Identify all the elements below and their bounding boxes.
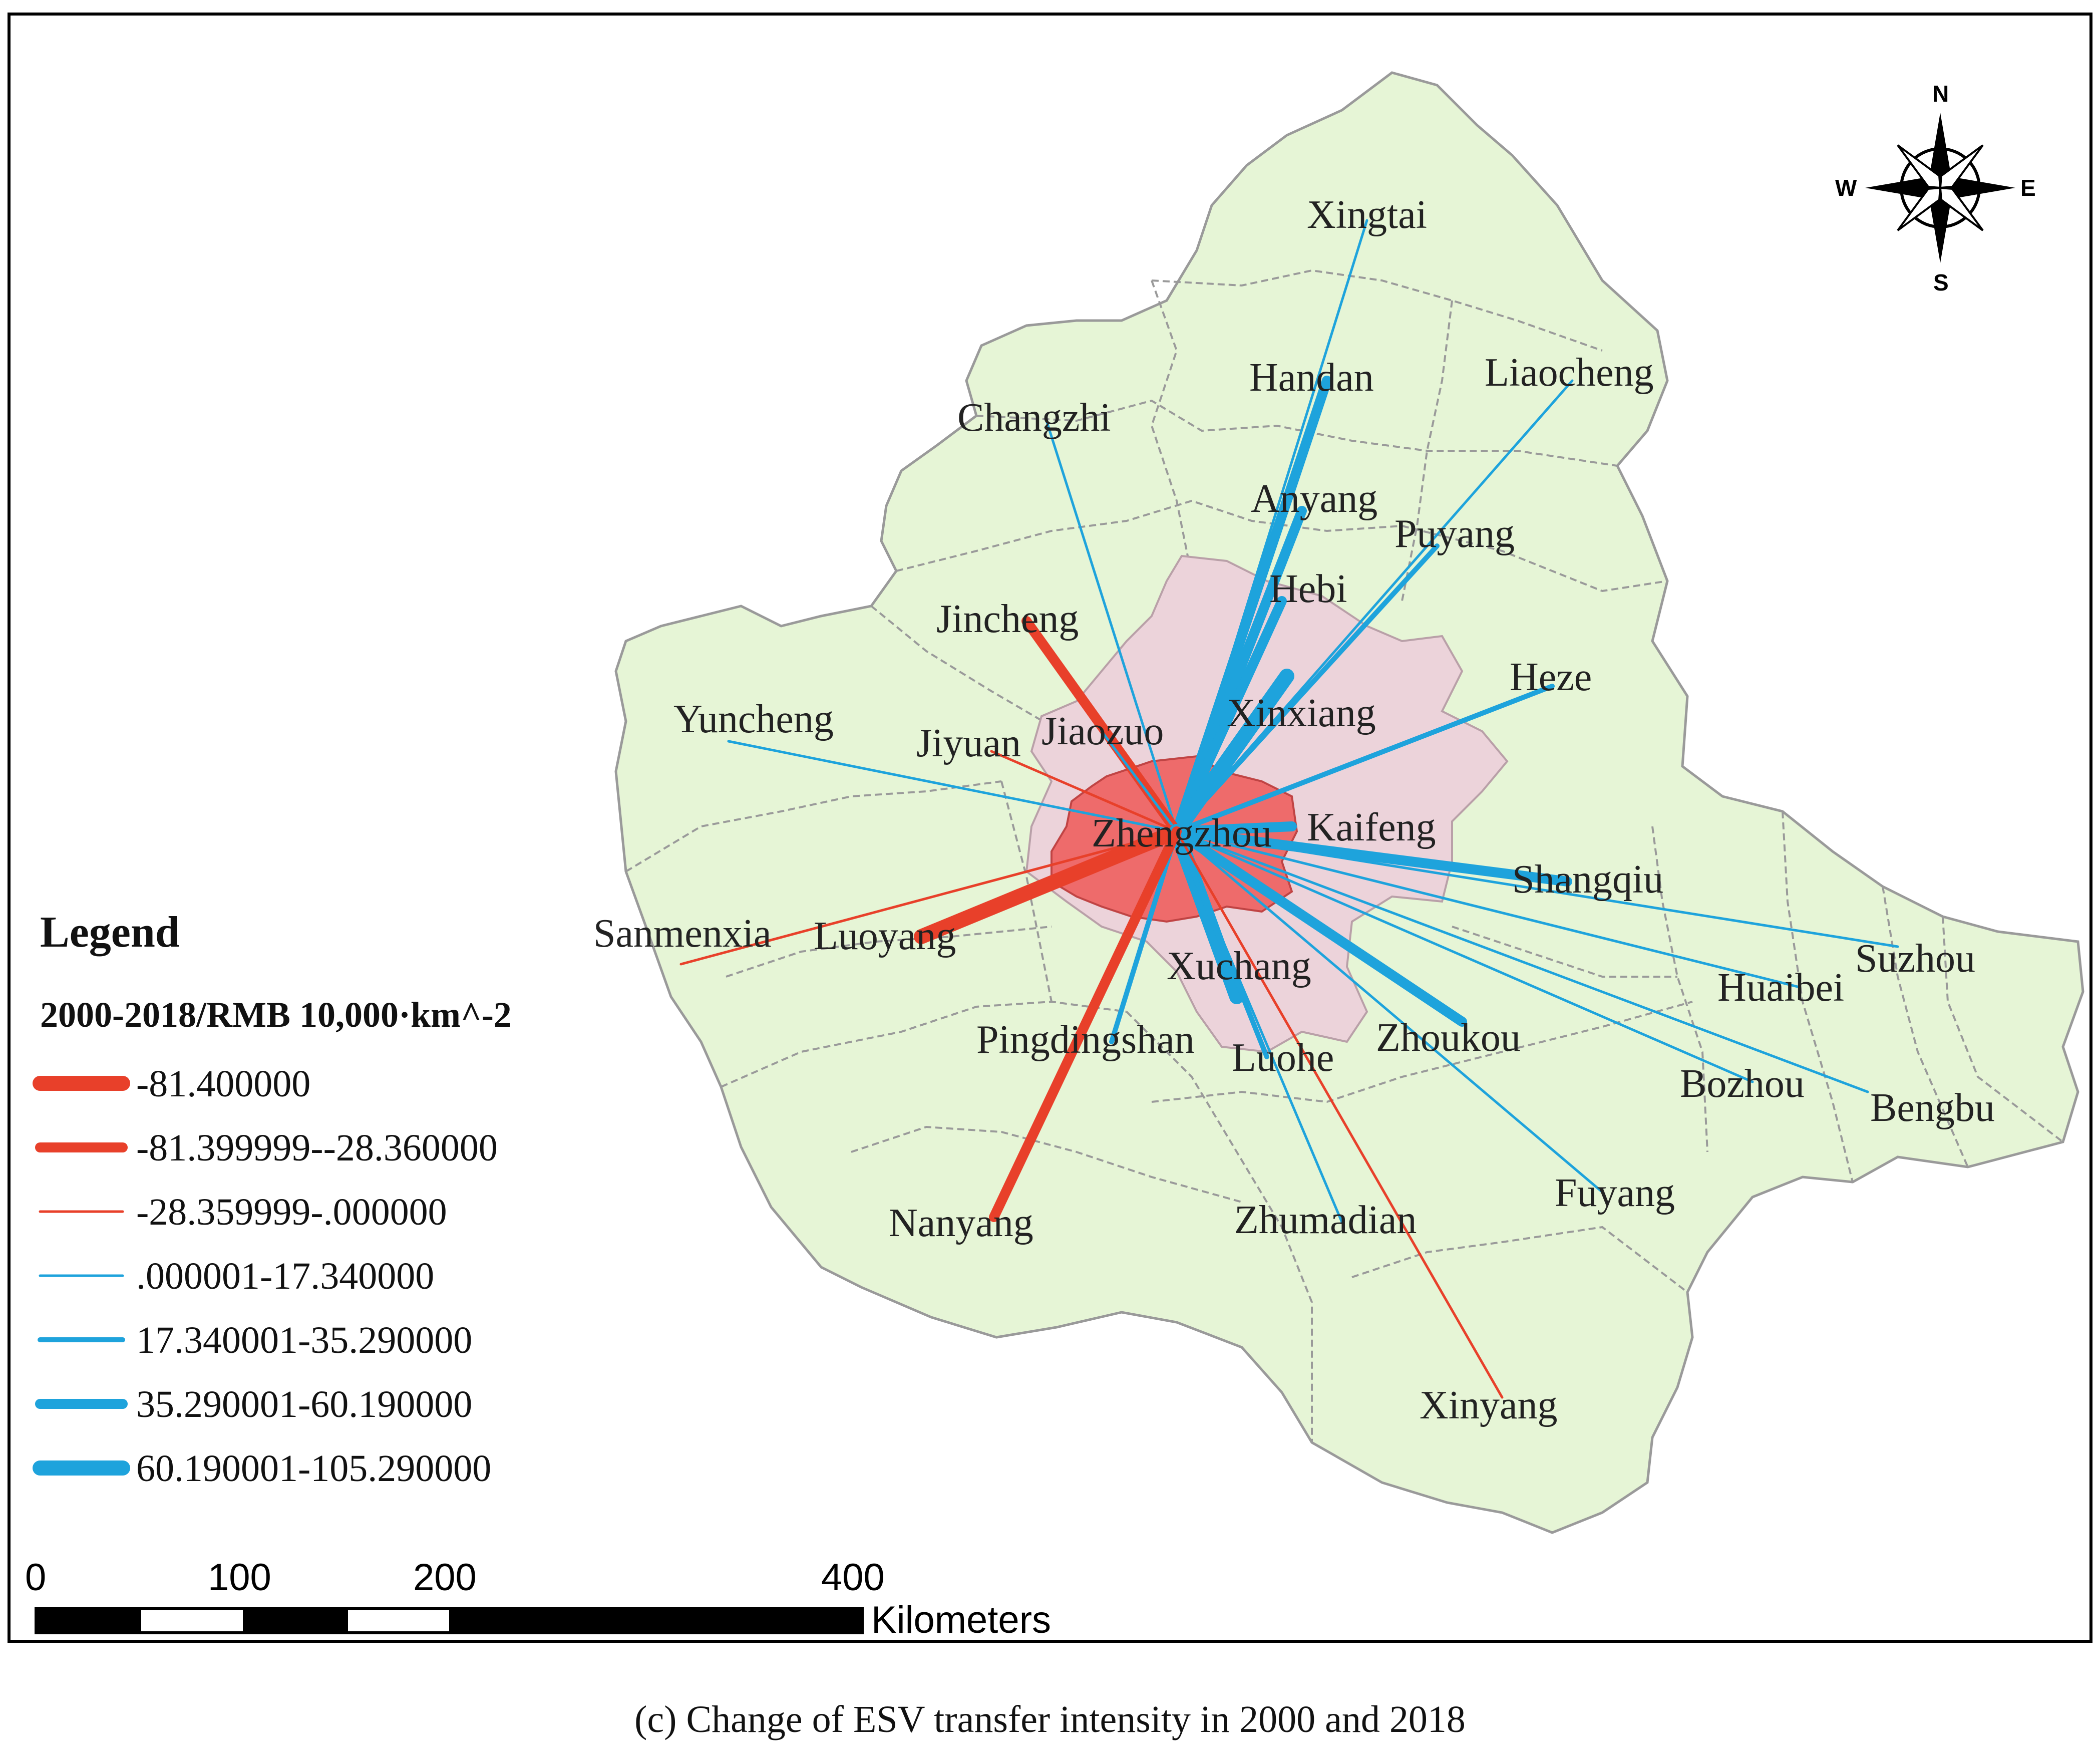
city-label-nanyang: Nanyang [889, 1201, 1033, 1245]
compass-needle-south [1929, 188, 1951, 263]
legend-label-4: 17.340001-35.290000 [136, 1319, 472, 1361]
legend-label-0: -81.400000 [136, 1063, 310, 1105]
compass-needle-north [1929, 113, 1951, 188]
city-label-heze: Heze [1510, 655, 1592, 699]
legend-label-2: -28.359999-.000000 [136, 1191, 447, 1233]
flow-line-huaibei [1175, 830, 1799, 988]
city-label-xinyang: Xinyang [1420, 1383, 1558, 1427]
flow-line-puyang [1174, 543, 1440, 834]
flow-line-xinxiang [1169, 669, 1294, 839]
city-label-yuncheng: Yuncheng [673, 697, 834, 741]
flow-line-nanyang [989, 826, 1182, 1222]
internal-boundaries [625, 269, 2064, 1442]
flow-line-pingdingshan [1109, 829, 1179, 1044]
city-label-huaibei: Huaibei [1717, 966, 1844, 1010]
flow-line-zhumadian [1175, 830, 1343, 1224]
city-label-xingtai: Xingtai [1307, 193, 1427, 237]
flow-line-suzhou [1175, 830, 1899, 948]
compass-rose: N S E W [1835, 81, 2036, 296]
city-label-fuyang: Fuyang [1555, 1171, 1675, 1215]
flow-line-sanmenxia [679, 830, 1178, 966]
scale-bar-seg-1 [36, 1609, 141, 1633]
scale-tick-400: 400 [821, 1556, 885, 1599]
city-label-xuchang: Xuchang [1167, 944, 1311, 988]
flow-line-changzhi [1045, 419, 1178, 833]
legend-label-6: 60.190001-105.290000 [136, 1447, 491, 1490]
figure-caption: (c) Change of ESV transfer intensity in … [634, 1698, 1466, 1740]
legend-label-1: -81.399999--28.360000 [136, 1127, 498, 1169]
city-label-bozhou: Bozhou [1680, 1062, 1805, 1106]
city-label-zhoukou: Zhoukou [1376, 1016, 1521, 1060]
city-label-zhengzhou: Zhengzhou [1092, 811, 1272, 855]
city-label-puyang: Puyang [1394, 512, 1515, 556]
city-label-anyang: Anyang [1251, 477, 1377, 521]
city-label-jiaozuo: Jiaozuo [1041, 709, 1164, 753]
city-label-jiyuan: Jiyuan [916, 721, 1021, 765]
compass-needle-sw [1897, 186, 1942, 231]
flow-line-yuncheng [727, 740, 1178, 833]
city-label-jincheng: Jincheng [936, 597, 1079, 641]
flow-line-hebi [1172, 596, 1287, 836]
compass-needle-west [1865, 177, 1940, 199]
scale-bar-seg-3 [449, 1609, 862, 1633]
scale-tick-200: 200 [413, 1556, 477, 1599]
scale-unit: Kilometers [871, 1599, 1051, 1641]
flow-line-shangqiu [1172, 826, 1572, 887]
flow-line-fuyang [1175, 830, 1604, 1194]
scale-bar-seg-2 [243, 1609, 348, 1633]
scale-tick-100: 100 [208, 1556, 271, 1599]
flow-layer [679, 219, 1899, 1399]
city-labels: Xingtai Handan Liaocheng Changzhi Anyang… [593, 193, 1995, 1427]
legend-subtitle: 2000-2018/RMB 10,000·km^-2 [40, 995, 512, 1035]
city-label-zhumadian: Zhumadian [1234, 1198, 1417, 1242]
compass-needle-east [1940, 177, 2015, 199]
city-label-liaocheng: Liaocheng [1485, 351, 1654, 395]
legend-title: Legend [40, 908, 180, 957]
compass-e: E [2020, 175, 2036, 201]
legend-items: -81.400000 -81.399999--28.360000 -28.35999… [33, 1063, 498, 1490]
flow-line-xinyang [1175, 830, 1504, 1399]
city-label-xinxiang: Xinxiang [1227, 691, 1376, 735]
city-label-changzhi: Changzhi [957, 396, 1111, 440]
city-label-kaifeng: Kaifeng [1307, 805, 1436, 849]
legend-label-5: 35.290001-60.190000 [136, 1383, 472, 1425]
flow-line-jiaozuo [1100, 730, 1178, 833]
city-label-luohe: Luohe [1232, 1036, 1334, 1080]
scale-bar: 0 100 200 400 Kilometers [25, 1556, 1051, 1641]
scale-tick-0: 0 [25, 1556, 46, 1599]
legend: Legend 2000-2018/RMB 10,000·km^-2 -81.40… [33, 908, 512, 1490]
city-label-suzhou: Suzhou [1855, 937, 1975, 981]
city-label-shangqiu: Shangqiu [1512, 857, 1663, 902]
city-label-hebi: Hebi [1269, 567, 1347, 611]
flow-line-bengbu [1175, 830, 1869, 1093]
compass-n: N [1932, 81, 1949, 107]
flow-line-zhoukou [1172, 826, 1467, 1027]
compass-w: W [1835, 175, 1857, 201]
legend-label-3: .000001-17.340000 [136, 1255, 434, 1297]
city-label-handan: Handan [1249, 356, 1374, 400]
city-label-bengbu: Bengbu [1870, 1086, 1995, 1130]
city-label-luoyang: Luoyang [814, 914, 956, 958]
compass-s: S [1933, 269, 1949, 296]
flow-line-bozhou [1175, 830, 1754, 1083]
flow-line-heze [1174, 684, 1555, 834]
flow-line-luoyang [914, 824, 1184, 944]
city-label-sanmenxia: Sanmenxia [593, 912, 771, 956]
city-label-pingdingshan: Pingdingshan [976, 1018, 1195, 1062]
flow-line-jiyuan [990, 750, 1178, 833]
